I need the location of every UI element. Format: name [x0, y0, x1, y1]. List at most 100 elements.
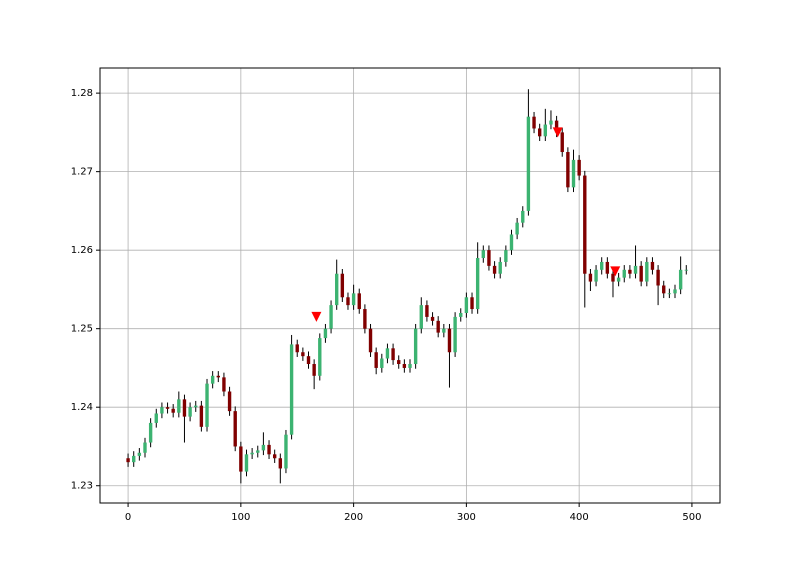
- candle-body: [385, 348, 390, 359]
- candle-body: [470, 297, 474, 310]
- candle-body: [628, 269, 632, 274]
- candle-body: [205, 383, 209, 427]
- candle-body: [261, 444, 266, 451]
- candle-body: [639, 265, 643, 282]
- candle-body: [526, 116, 531, 211]
- candle-body: [222, 377, 226, 392]
- candle-body: [160, 407, 164, 414]
- candle-body: [402, 364, 407, 368]
- candle-body: [588, 273, 593, 282]
- candle-body: [611, 273, 615, 282]
- candle-body: [267, 444, 271, 455]
- candle-body: [312, 364, 316, 376]
- candle-body: [645, 261, 649, 282]
- candle-body: [504, 250, 508, 262]
- candle-body: [442, 328, 446, 333]
- candle-body: [413, 328, 418, 365]
- candle-body: [537, 128, 542, 137]
- candle-body: [419, 305, 423, 329]
- candle-body: [571, 159, 576, 188]
- y-tick-label: 1.27: [71, 167, 93, 178]
- candle-body: [662, 285, 666, 294]
- candle-body: [284, 434, 288, 469]
- candle-body: [453, 316, 457, 353]
- candle-body: [329, 305, 333, 329]
- candle-body: [481, 250, 485, 259]
- candle-body: [560, 132, 564, 153]
- candle-body: [594, 269, 598, 282]
- candle-body: [346, 297, 350, 306]
- candle-body: [289, 344, 294, 435]
- candle-body: [165, 407, 170, 409]
- candle-body: [600, 261, 604, 270]
- candle-body: [532, 116, 536, 129]
- candle-body: [430, 316, 435, 321]
- x-tick-label: 0: [125, 512, 131, 523]
- candle-body: [487, 250, 491, 266]
- y-tick-label: 1.23: [71, 481, 93, 492]
- y-tick-label: 1.28: [71, 88, 93, 99]
- signal-marker: [311, 311, 322, 322]
- candle-body: [357, 293, 361, 310]
- candle-body: [464, 297, 469, 313]
- candle-body: [673, 289, 677, 294]
- candle-body: [177, 399, 181, 413]
- candle-body: [622, 269, 626, 278]
- x-tick-label: 400: [570, 512, 589, 523]
- candle-body: [667, 293, 672, 295]
- candle-body: [233, 411, 237, 447]
- candle-body: [126, 458, 130, 463]
- candle-body: [577, 159, 581, 176]
- candle-body: [650, 261, 655, 270]
- candle-body: [475, 258, 480, 310]
- candle-body: [132, 455, 136, 463]
- y-tick-label: 1.25: [71, 324, 93, 335]
- signal-marker: [552, 127, 563, 138]
- candle-body: [143, 442, 147, 453]
- candle-body: [335, 273, 339, 306]
- candle-body: [605, 261, 610, 274]
- x-tick-label: 300: [457, 512, 476, 523]
- candle-body: [171, 408, 175, 413]
- candle-body: [509, 234, 514, 251]
- candle-body: [148, 422, 153, 443]
- candle-body: [210, 375, 215, 384]
- candle-body: [447, 328, 452, 353]
- candle-body: [278, 458, 283, 469]
- x-tick-label: 200: [344, 512, 363, 523]
- x-tick-label: 500: [682, 512, 701, 523]
- candle-body: [256, 450, 260, 453]
- candle-body: [492, 265, 497, 274]
- y-tick-label: 1.24: [71, 402, 93, 413]
- candle-body: [306, 356, 311, 365]
- candle-body: [340, 273, 345, 298]
- candle-body: [323, 328, 328, 339]
- candle-body: [374, 352, 378, 368]
- candle-body: [244, 454, 249, 472]
- candle-body: [515, 222, 519, 235]
- candle-body: [227, 391, 232, 412]
- candle-body: [543, 124, 548, 137]
- candle-body: [498, 261, 502, 274]
- candle-body: [521, 210, 525, 223]
- candle-body: [188, 407, 192, 417]
- candle-body: [459, 312, 463, 317]
- signal-marker: [610, 266, 621, 277]
- plot-frame: [99, 67, 721, 504]
- candle-body: [678, 269, 683, 290]
- candle-body: [425, 305, 429, 317]
- candle-body: [583, 175, 587, 274]
- candle-body: [250, 452, 254, 455]
- candle-body: [301, 352, 305, 357]
- y-tick-label: 1.26: [71, 245, 93, 256]
- candle-body: [566, 152, 570, 188]
- candle-body: [194, 405, 198, 408]
- candle-body: [397, 360, 401, 365]
- candle-body: [216, 375, 220, 378]
- candle-body: [272, 454, 277, 459]
- candle-body: [295, 344, 299, 353]
- candle-body: [656, 269, 660, 286]
- candle-body: [633, 265, 638, 274]
- candle-body: [436, 320, 440, 333]
